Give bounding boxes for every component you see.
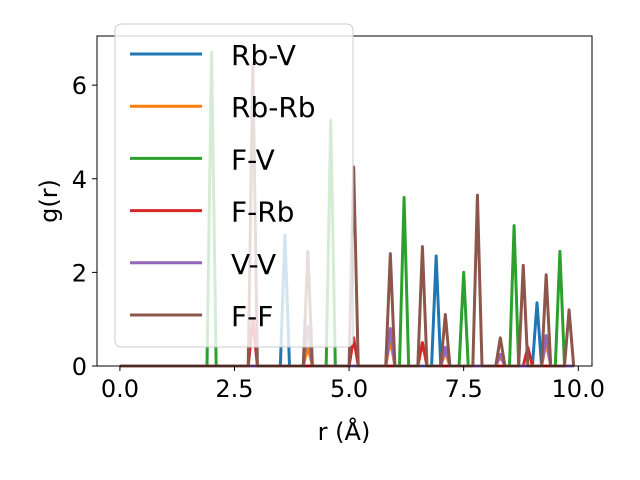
x-tick-label: 10.0 — [552, 375, 605, 403]
legend-label: F-F — [231, 300, 273, 333]
legend-label: F-Rb — [231, 196, 294, 229]
x-axis: 0.0 2.5 5.0 7.5 10.0 — [101, 366, 605, 403]
y-axis: 0 2 4 6 — [72, 72, 97, 381]
x-tick-label: 2.5 — [215, 375, 253, 403]
y-tick-label: 0 — [72, 353, 87, 381]
x-tick-label: 7.5 — [445, 375, 483, 403]
x-tick-label: 5.0 — [330, 375, 368, 403]
y-tick-label: 6 — [72, 72, 87, 100]
x-tick-label: 0.0 — [101, 375, 139, 403]
legend: Rb-V Rb-Rb F-V F-Rb V-V F-F — [114, 23, 354, 348]
legend-label: Rb-V — [231, 39, 296, 72]
y-axis-label: g(r) — [35, 179, 63, 223]
legend-box — [114, 23, 354, 348]
legend-label: F-V — [231, 143, 275, 176]
y-tick-label: 4 — [72, 166, 87, 194]
legend-label: Rb-Rb — [231, 91, 316, 124]
legend-label: V-V — [231, 248, 276, 281]
x-axis-label: r (Å) — [318, 417, 371, 446]
y-tick-label: 2 — [72, 259, 87, 287]
